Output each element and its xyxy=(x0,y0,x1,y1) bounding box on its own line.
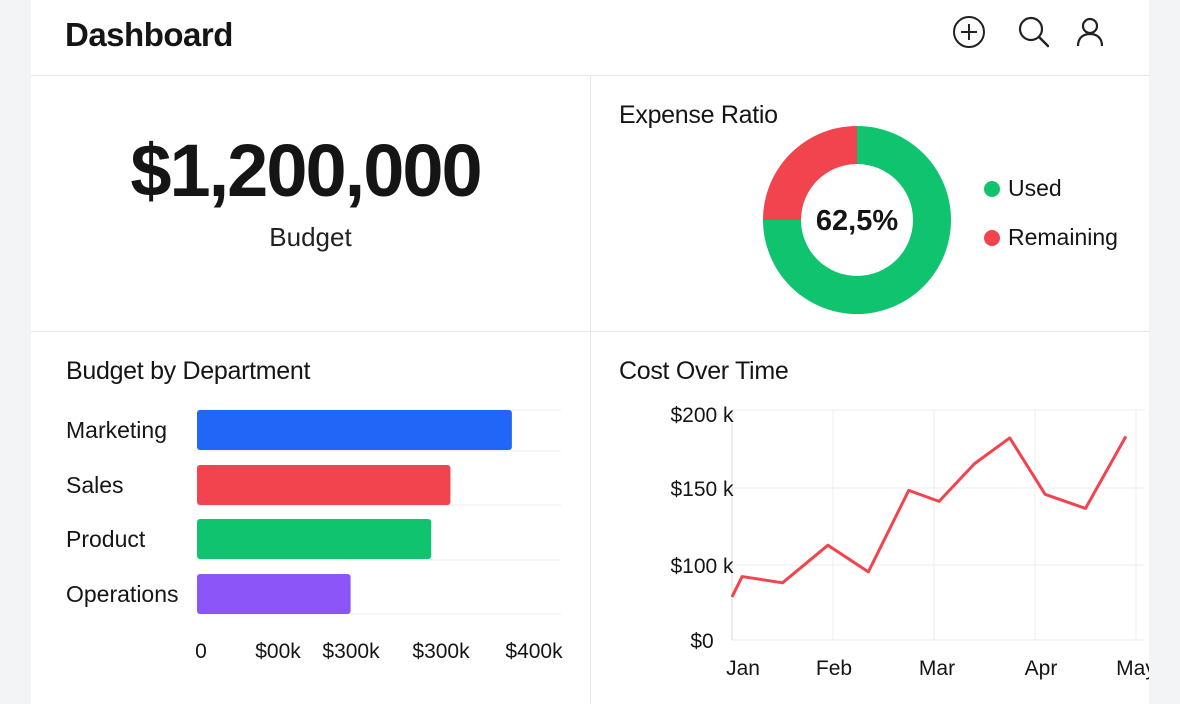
expense-ratio-donut: 62,5% xyxy=(763,126,951,314)
budget-by-department-chart: Marketing Sales Product Operations 0 $00k $300… xyxy=(66,409,563,663)
donut-slice-remaining xyxy=(763,126,857,220)
user-icon xyxy=(1076,17,1104,47)
line-y-tick: $100 k xyxy=(670,555,734,578)
line-x-tick: May xyxy=(1116,657,1149,680)
line-x-tick: Apr xyxy=(1025,657,1058,680)
bar-label-sales: Sales xyxy=(66,472,124,498)
bar-x-tick: $300k xyxy=(412,640,470,663)
donut-slice-used xyxy=(763,126,951,314)
dashboard-frame: Dashboard $1,200,000 Budget Expense Rati xyxy=(31,0,1149,704)
bar-x-tick: $400k xyxy=(505,640,563,663)
budget-label: Budget xyxy=(269,222,352,252)
row-divider xyxy=(31,331,1149,332)
line-y-tick: $200 k xyxy=(670,404,734,427)
cost-line-series xyxy=(730,435,1128,598)
bar-operations xyxy=(197,574,351,614)
legend-remaining-label: Remaining xyxy=(1008,224,1118,250)
bar-label-operations: Operations xyxy=(66,581,179,607)
legend-used-label: Used xyxy=(1008,175,1062,201)
bar-product xyxy=(197,519,432,559)
cost-over-time-chart: $0 $100 k $150 k $200 k Jan Feb Mar Apr May xyxy=(670,404,1149,680)
profile-button[interactable] xyxy=(1072,14,1108,50)
budget-value: $1,200,000 xyxy=(130,129,482,212)
bar-x-tick: $300k xyxy=(322,640,380,663)
search-button[interactable] xyxy=(1016,14,1052,50)
plus-circle-icon xyxy=(953,16,985,48)
add-button[interactable] xyxy=(951,14,987,50)
bar-label-product: Product xyxy=(66,526,146,552)
legend-used-swatch xyxy=(984,181,1000,197)
line-y-tick: $150 k xyxy=(670,478,734,501)
line-x-tick: Feb xyxy=(816,657,852,680)
bar-x-tick: 0 xyxy=(195,640,207,663)
top-bar: Dashboard xyxy=(31,0,1149,76)
expense-ratio-title: Expense Ratio xyxy=(619,101,778,129)
page-title: Dashboard xyxy=(65,16,233,53)
bar-x-tick: $00k xyxy=(255,640,301,663)
line-y-tick: $0 xyxy=(690,630,713,653)
budget-by-department-title: Budget by Department xyxy=(66,357,311,385)
search-icon xyxy=(1018,16,1050,48)
bar-label-marketing: Marketing xyxy=(66,417,167,443)
bar-sales xyxy=(197,465,451,505)
line-x-tick: Jan xyxy=(726,657,760,680)
column-divider xyxy=(590,75,591,704)
cost-over-time-title: Cost Over Time xyxy=(619,357,789,385)
bar-marketing xyxy=(197,410,512,450)
line-x-tick: Mar xyxy=(919,657,955,680)
legend-remaining-swatch xyxy=(984,230,1000,246)
donut-center-label: 62,5% xyxy=(816,205,898,237)
